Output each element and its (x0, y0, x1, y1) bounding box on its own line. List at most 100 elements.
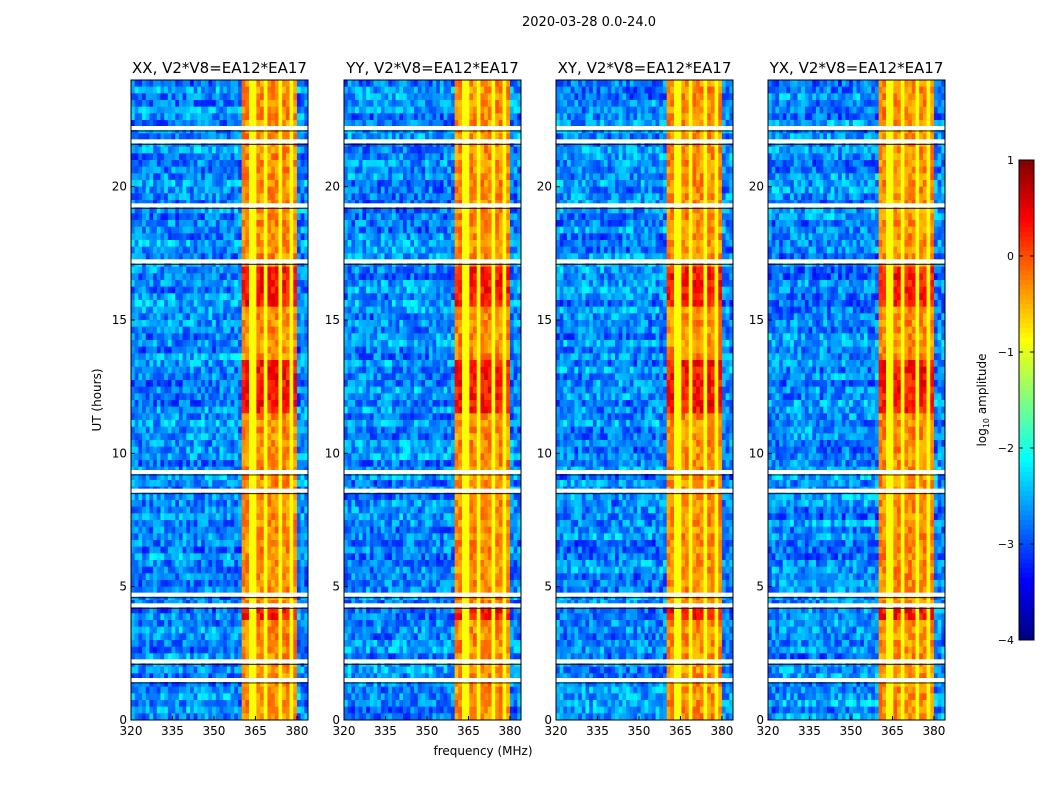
heatmap-cell (480, 113, 485, 121)
heatmap-cell (293, 473, 298, 481)
heatmap-cell (204, 346, 209, 354)
heatmap-cell (197, 580, 202, 588)
heatmap-cell (182, 193, 187, 201)
heatmap-cell (193, 286, 198, 294)
heatmap-cell (167, 593, 172, 601)
heatmap-cell (513, 93, 518, 101)
heatmap-cell (285, 520, 290, 528)
heatmap-cell (245, 166, 250, 174)
heatmap-cell (178, 420, 184, 428)
heatmap-cell (274, 620, 279, 628)
heatmap-cell (271, 120, 276, 128)
heatmap-cell (193, 433, 198, 441)
heatmap-cell (145, 106, 150, 114)
heatmap-cell (156, 446, 161, 454)
heatmap-cell (274, 626, 279, 634)
heatmap-cell (267, 153, 272, 161)
heatmap-cell (245, 80, 250, 88)
heatmap-cell (178, 613, 184, 621)
heatmap-cell (167, 206, 172, 214)
heatmap-cell (256, 300, 261, 308)
heatmap-cell (263, 233, 268, 241)
heatmap-cell (149, 213, 154, 221)
heatmap-cell (267, 393, 272, 401)
heatmap-cell (142, 700, 147, 708)
heatmap-cell (271, 253, 276, 261)
heatmap-cell (167, 180, 172, 188)
heatmap-cell (145, 293, 150, 301)
heatmap-cell (167, 186, 172, 194)
heatmap-cell (271, 313, 276, 321)
heatmap-cell (267, 213, 272, 221)
heatmap-cell (201, 513, 206, 521)
heatmap-cell (260, 80, 265, 88)
heatmap-cell (274, 606, 279, 614)
heatmap-cell (145, 86, 150, 94)
heatmap-cell (186, 360, 191, 368)
heatmap-cell (160, 386, 165, 394)
heatmap-cell (296, 240, 302, 248)
heatmap-cell (197, 540, 202, 548)
heatmap-cell (296, 393, 302, 401)
heatmap-cell (204, 700, 209, 708)
heatmap-cell (285, 360, 290, 368)
heatmap-cell (274, 473, 279, 481)
heatmap-cell (145, 506, 150, 514)
heatmap-cell (138, 606, 143, 614)
heatmap-cell (271, 593, 276, 601)
heatmap-cell (178, 120, 184, 128)
heatmap-cell (219, 313, 224, 321)
heatmap-cell (282, 573, 287, 581)
heatmap-cell (215, 346, 220, 354)
heatmap-cell (285, 586, 290, 594)
heatmap-cell (289, 613, 294, 621)
heatmap-cell (164, 580, 169, 588)
heatmap-cell (142, 206, 147, 214)
heatmap-cell (296, 493, 302, 501)
heatmap-cell (156, 513, 161, 521)
heatmap-cell (142, 453, 147, 461)
heatmap-cell (245, 566, 250, 574)
heatmap-cell (267, 360, 272, 368)
heatmap-cell (260, 86, 265, 94)
heatmap-cell (369, 93, 374, 101)
heatmap-cell (142, 613, 147, 621)
heatmap-cell (230, 300, 235, 308)
heatmap-cell (252, 253, 257, 261)
heatmap-cell (215, 566, 220, 574)
heatmap-cell (414, 106, 419, 114)
flagged-row (131, 470, 308, 474)
heatmap-cell (245, 386, 250, 394)
heatmap-cell (304, 473, 309, 481)
heatmap-cell (156, 426, 161, 434)
heatmap-cell (190, 206, 195, 214)
heatmap-cell (190, 293, 195, 301)
heatmap-cell (278, 326, 283, 334)
heatmap-cell (215, 266, 220, 274)
heatmap-cell (300, 673, 305, 681)
heatmap-cell (278, 640, 283, 648)
heatmap-cell (267, 526, 272, 534)
heatmap-cell (274, 593, 279, 601)
heatmap-cell (293, 140, 298, 148)
heatmap-cell (241, 153, 246, 161)
heatmap-cell (274, 213, 279, 221)
heatmap-cell (193, 253, 198, 261)
heatmap-cell (274, 373, 279, 381)
heatmap-cell (282, 313, 287, 321)
heatmap-cell (134, 560, 139, 568)
heatmap-cell (278, 606, 283, 614)
heatmap-cell (171, 180, 176, 188)
heatmap-cell (263, 213, 268, 221)
heatmap-cell (509, 100, 515, 108)
heatmap-cell (164, 320, 169, 328)
heatmap-cell (274, 253, 279, 261)
heatmap-cell (300, 453, 305, 461)
heatmap-cell (164, 146, 169, 154)
heatmap-cell (219, 233, 224, 241)
heatmap-cell (134, 573, 139, 581)
heatmap-cell (175, 400, 180, 408)
heatmap-cell (182, 553, 187, 561)
heatmap-cell (160, 666, 165, 674)
heatmap-cell (160, 453, 165, 461)
